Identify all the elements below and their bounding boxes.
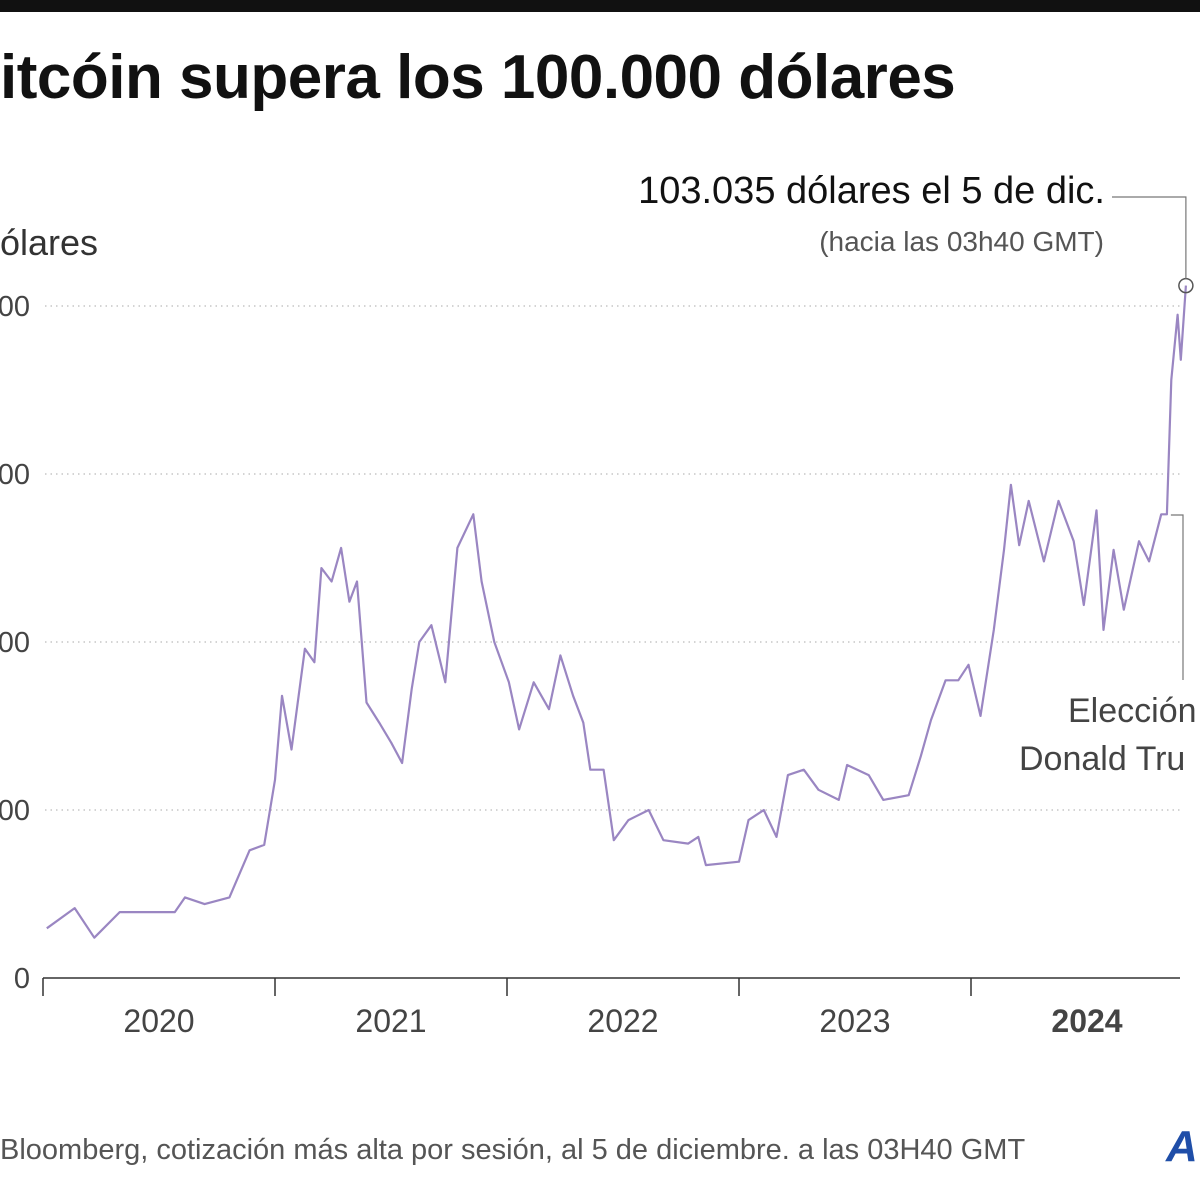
- y-tick-label: 00: [0, 627, 30, 659]
- x-tick-label: 2023: [819, 1003, 890, 1039]
- x-tick-label: 2024: [1051, 1003, 1122, 1039]
- x-tick-label: 2020: [123, 1003, 194, 1039]
- election-label-2: Donald Tru: [1019, 740, 1186, 778]
- election-connector: [1170, 514, 1184, 680]
- x-tick-label: 2021: [355, 1003, 426, 1039]
- y-tick-label: 00: [0, 795, 30, 827]
- afp-logo: A: [1166, 1122, 1198, 1171]
- source-note: Bloomberg, cotización más alta por sesió…: [0, 1134, 1026, 1166]
- peak-annotation: 103.035 dólares el 5 de dic.: [638, 170, 1105, 212]
- y-tick-label: 0: [14, 963, 30, 995]
- peak-annotation-sub: (hacia las 03h40 GMT): [819, 226, 1104, 257]
- y-tick-label: 00: [0, 291, 30, 323]
- price-line: [46, 285, 1187, 939]
- top-bar: [0, 0, 1200, 12]
- y-axis-label: ólares: [0, 222, 99, 263]
- peak-connector: [1112, 196, 1187, 279]
- election-label-1: Elección: [1068, 692, 1197, 730]
- chart-title: itcóin supera los 100.000 dólares: [0, 43, 956, 112]
- x-tick-label: 2022: [587, 1003, 658, 1039]
- y-tick-label: 00: [0, 459, 30, 491]
